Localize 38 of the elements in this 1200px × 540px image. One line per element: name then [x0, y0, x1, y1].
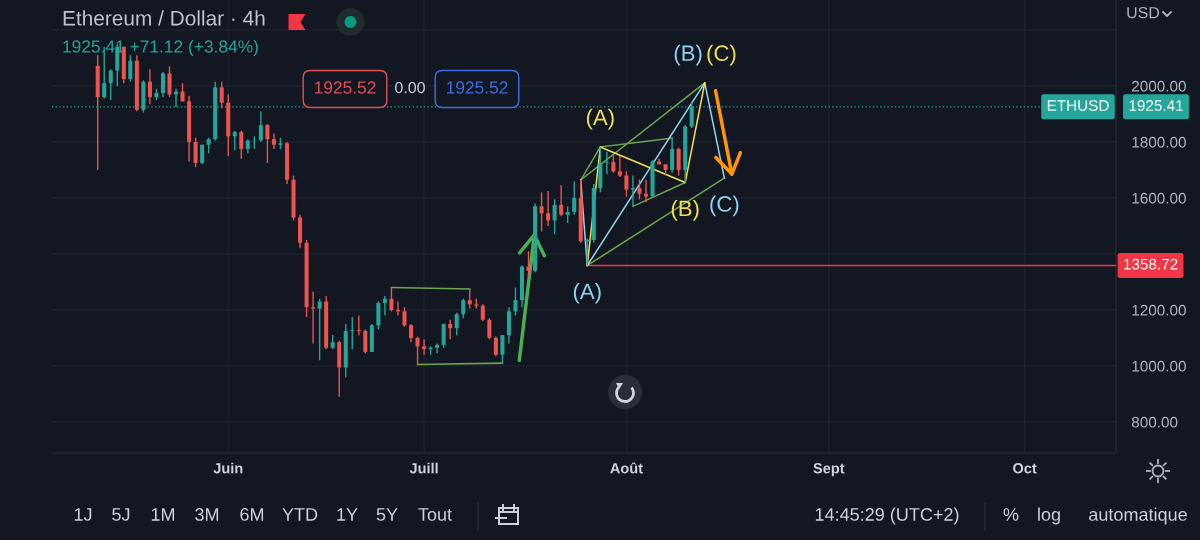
- annotation: 1925.52: [446, 81, 508, 94]
- text: Tout: [418, 508, 452, 521]
- text: 5J: [112, 508, 130, 521]
- x-tick-label: Juin: [213, 462, 243, 474]
- y-tick-label: 1200.00: [1132, 304, 1186, 316]
- data-label: (C): [707, 44, 736, 66]
- text: automatique: [1089, 507, 1187, 525]
- y-tick-label: 2000.00: [1132, 80, 1186, 92]
- x-tick-label: Juill: [409, 462, 438, 474]
- text: 3M: [195, 508, 219, 521]
- data-label: (B): [671, 199, 699, 221]
- chart-title: Ethereum / Dollar · 4h: [63, 10, 265, 26]
- text: 1J: [74, 508, 92, 521]
- text: 5Y: [376, 508, 398, 521]
- text: %: [1003, 508, 1019, 521]
- text: YTD: [282, 508, 318, 521]
- ref-line-label: 1925.41: [1129, 100, 1183, 111]
- text: 6M: [240, 508, 264, 521]
- y-axis-title: USD: [1127, 6, 1160, 19]
- y-tick-label: 800.00: [1131, 416, 1178, 428]
- data-label: (A): [586, 108, 614, 130]
- annotation: 0.00: [395, 81, 425, 94]
- y-tick-label: 1600.00: [1132, 192, 1186, 204]
- y-tick-label: 1000.00: [1132, 360, 1186, 372]
- text: 1Y: [337, 508, 358, 521]
- annotation: 1358.72: [1124, 258, 1178, 270]
- annotation: 1925.52: [314, 81, 376, 94]
- x-tick-label: Sept: [813, 463, 845, 477]
- text: log: [1038, 507, 1060, 525]
- data-label: (A): [573, 282, 601, 304]
- y-tick-label: 1800.00: [1132, 136, 1186, 148]
- text: 1M: [151, 508, 175, 521]
- x-tick-label: Août: [610, 462, 643, 474]
- x-tick-label: Oct: [1013, 463, 1037, 474]
- annotation: ETHUSD: [1047, 100, 1109, 111]
- text: 14:45:29 (UTC+2): [815, 507, 959, 525]
- data-label: (B): [674, 44, 702, 66]
- data-label: (C): [710, 195, 739, 217]
